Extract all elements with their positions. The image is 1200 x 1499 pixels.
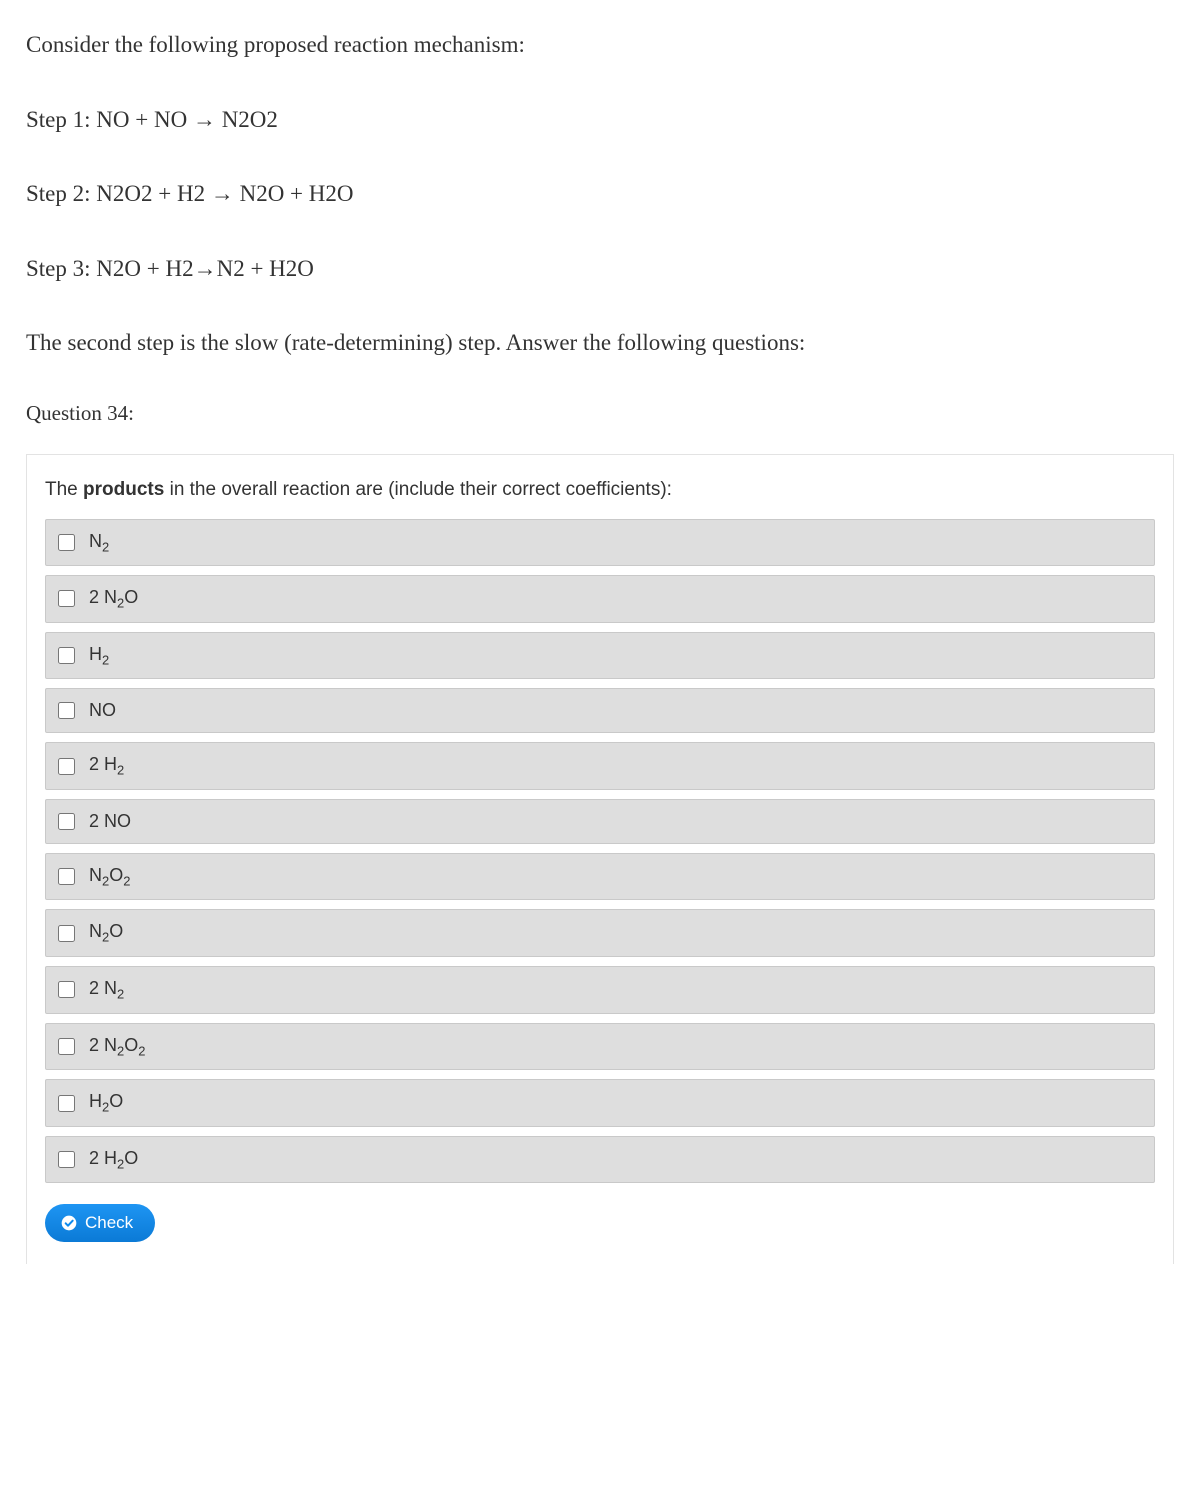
option-row[interactable]: N2O xyxy=(45,909,1155,957)
prompt-bold: products xyxy=(83,479,164,500)
option-row[interactable]: 2 H2 xyxy=(45,742,1155,790)
option-label: 2 N2O2 xyxy=(89,1035,145,1059)
option-checkbox[interactable] xyxy=(58,702,75,719)
option-row[interactable]: H2O xyxy=(45,1079,1155,1127)
option-label: H2 xyxy=(89,644,109,668)
option-label: H2O xyxy=(89,1091,123,1115)
option-row[interactable]: N2 xyxy=(45,519,1155,567)
mechanism-step-3: Step 3: N2O + H2→N2 + H2O xyxy=(26,252,1174,287)
intro-line: Consider the following proposed reaction… xyxy=(26,28,1174,63)
option-checkbox[interactable] xyxy=(58,925,75,942)
option-row[interactable]: 2 N2O xyxy=(45,575,1155,623)
option-row[interactable]: N2O2 xyxy=(45,853,1155,901)
option-checkbox[interactable] xyxy=(58,1151,75,1168)
option-checkbox[interactable] xyxy=(58,1038,75,1055)
option-checkbox[interactable] xyxy=(58,813,75,830)
options-list: N2 2 N2O H2 NO 2 H2 2 NO N2O2 N2O 2 N2 2 N2O2 H2O 2… xyxy=(45,519,1155,1184)
option-label: N2O2 xyxy=(89,865,130,889)
option-checkbox[interactable] xyxy=(58,590,75,607)
prompt-post: in the overall reaction are (include the… xyxy=(164,479,672,500)
option-checkbox[interactable] xyxy=(58,868,75,885)
option-label: 2 N2O xyxy=(89,587,138,611)
option-label: N2O xyxy=(89,921,123,945)
question-number: Question 34: xyxy=(26,401,1174,426)
intro-block: Consider the following proposed reaction… xyxy=(26,28,1174,361)
prompt-pre: The xyxy=(45,479,83,500)
option-checkbox[interactable] xyxy=(58,758,75,775)
option-checkbox[interactable] xyxy=(58,534,75,551)
check-button-label: Check xyxy=(85,1213,133,1233)
option-row[interactable]: 2 N2O2 xyxy=(45,1023,1155,1071)
option-label: NO xyxy=(89,700,116,721)
check-button[interactable]: Check xyxy=(45,1204,155,1242)
option-row[interactable]: 2 N2 xyxy=(45,966,1155,1014)
option-label: 2 H2 xyxy=(89,754,124,778)
mechanism-step-2: Step 2: N2O2 + H2 → N2O + H2O xyxy=(26,177,1174,212)
question-prompt: The products in the overall reaction are… xyxy=(45,479,1155,501)
question-box: The products in the overall reaction are… xyxy=(26,454,1174,1265)
option-label: N2 xyxy=(89,531,109,555)
option-label: 2 NO xyxy=(89,811,131,832)
option-row[interactable]: 2 NO xyxy=(45,799,1155,844)
option-checkbox[interactable] xyxy=(58,981,75,998)
option-label: 2 H2O xyxy=(89,1148,138,1172)
option-row[interactable]: 2 H2O xyxy=(45,1136,1155,1184)
check-circle-icon xyxy=(61,1215,77,1231)
option-checkbox[interactable] xyxy=(58,647,75,664)
option-row[interactable]: NO xyxy=(45,688,1155,733)
option-checkbox[interactable] xyxy=(58,1095,75,1112)
option-label: 2 N2 xyxy=(89,978,124,1002)
option-row[interactable]: H2 xyxy=(45,632,1155,680)
mechanism-step-1: Step 1: NO + NO → N2O2 xyxy=(26,103,1174,138)
intro-note: The second step is the slow (rate-determ… xyxy=(26,326,1174,361)
